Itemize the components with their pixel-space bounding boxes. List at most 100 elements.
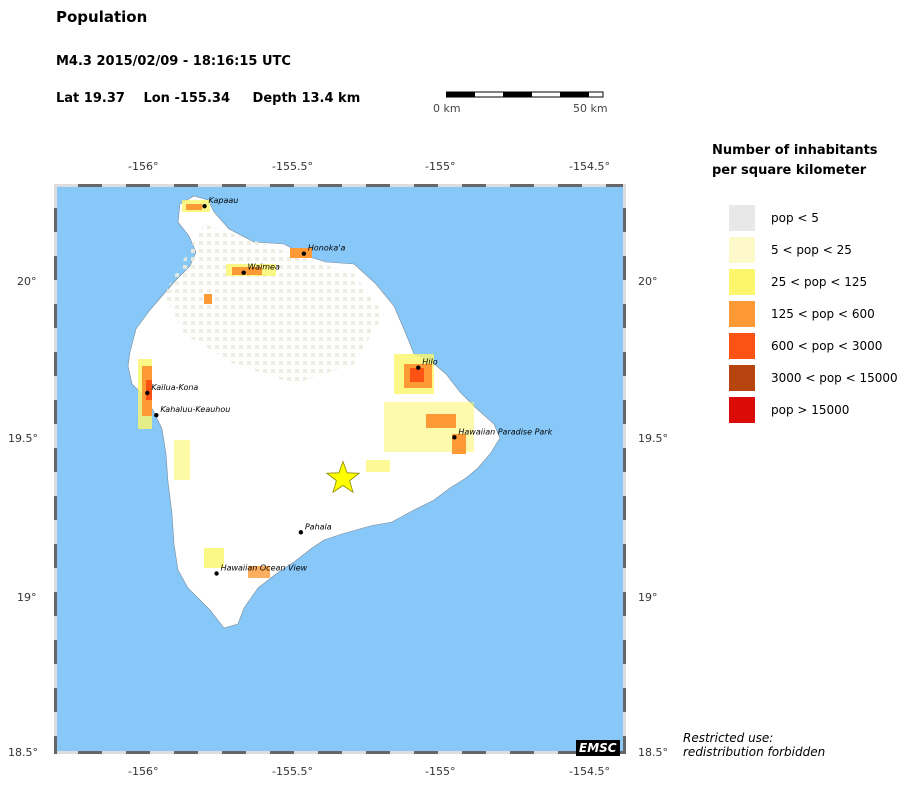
frame-dash [534, 751, 558, 754]
legend-swatch [729, 333, 755, 359]
legend-swatch [729, 397, 755, 423]
frame-dash [486, 184, 510, 187]
map-title: Population [56, 8, 148, 26]
legend-swatch [729, 237, 755, 263]
frame-dash [623, 376, 626, 400]
frame-dash [318, 751, 342, 754]
frame-dash [623, 712, 626, 736]
frame-dash [342, 184, 366, 187]
frame-dash [54, 184, 78, 187]
frame-dash [54, 472, 57, 496]
frame-dash [54, 208, 57, 232]
city-dot [154, 412, 159, 418]
city-label: Waimea [248, 263, 280, 272]
frame-dash [54, 520, 57, 544]
frame-dash [414, 751, 438, 754]
top-lon-tick: -155° [425, 160, 456, 173]
frame-dash [414, 184, 438, 187]
city-marker: Pahala [298, 522, 332, 535]
city-label: Kahaluu-Keauhou [160, 405, 230, 414]
frame-dash [54, 184, 57, 208]
frame-dash [510, 751, 534, 754]
frame-dash [54, 400, 57, 424]
bottom-lon-tick: -155° [425, 765, 456, 778]
frame-dash [270, 751, 294, 754]
frame-dash [623, 688, 626, 712]
populated-speckle [164, 224, 384, 384]
restricted-line1: Restricted use: [683, 731, 774, 745]
city-dot [298, 530, 304, 535]
frame-dash [623, 568, 626, 592]
legend-label: 25 < pop < 125 [771, 275, 868, 289]
city-label: Hawaiian Ocean View [221, 564, 308, 573]
restricted-line2: redistribution forbidden [683, 745, 826, 759]
frame-dash [54, 448, 57, 472]
frame-dash [486, 751, 510, 754]
city-marker: Hawaiian Paradise Park [452, 427, 553, 440]
frame-dash [54, 328, 57, 352]
frame-dash [623, 208, 626, 232]
left-lat-tick: 18.5° [8, 746, 38, 759]
top-lon-tick: -154.5° [569, 160, 610, 173]
city-dot [241, 270, 246, 275]
legend-item: 125 < pop < 600 [729, 301, 875, 327]
map-canvas: Kapaau Honoka'a Waimea Hilo Kailua-Kona Kahal… [54, 184, 626, 754]
frame-dash [54, 280, 57, 304]
frame-dash [623, 352, 626, 376]
frame-dash [54, 496, 57, 520]
frame-dash [222, 751, 246, 754]
legend-label: pop < 5 [771, 211, 819, 225]
frame-dash [366, 751, 390, 754]
right-lat-tick: 18.5° [638, 746, 668, 759]
frame-dash [246, 184, 270, 187]
frame-dash [54, 712, 57, 736]
frame-dash [54, 751, 78, 754]
frame-dash [623, 280, 626, 304]
legend-item: 5 < pop < 25 [729, 237, 852, 263]
city-dot [202, 203, 207, 209]
frame-dash [174, 184, 198, 187]
top-lon-tick: -156° [128, 160, 159, 173]
bottom-lon-tick: -155.5° [272, 765, 313, 778]
frame-dash [342, 751, 366, 754]
legend-swatch [729, 365, 755, 391]
frame-dash [198, 184, 222, 187]
frame-dash [438, 184, 462, 187]
city-marker: Hawaiian Ocean View [214, 564, 308, 576]
city-label: Hilo [422, 358, 437, 367]
legend-title-line1: Number of inhabitants [712, 143, 878, 158]
frame-dash [510, 184, 534, 187]
left-lat-tick: 20° [17, 275, 37, 288]
legend-title: Number of inhabitants per square kilomet… [712, 141, 892, 181]
frame-dash [623, 616, 626, 640]
city-label: Hawaiian Paradise Park [458, 427, 552, 436]
frame-dash [126, 751, 150, 754]
legend-item: 25 < pop < 125 [729, 269, 867, 295]
restricted-notice: Restricted use: redistribution forbidden [683, 731, 825, 759]
frame-dash [54, 736, 57, 754]
legend-swatch [729, 301, 755, 327]
city-marker: Hilo [416, 358, 438, 370]
frame-dash [623, 448, 626, 472]
frame-dash [222, 184, 246, 187]
frame-dash [246, 751, 270, 754]
frame-dash [623, 256, 626, 280]
frame-dash [54, 568, 57, 592]
population-hotspots [138, 200, 474, 578]
scale-end-label: 50 km [573, 102, 608, 115]
frame-dash [366, 184, 390, 187]
frame-dash [623, 544, 626, 568]
frame-dash [462, 751, 486, 754]
left-lat-tick: 19° [17, 591, 37, 604]
longitude-value: Lon -155.34 [143, 91, 231, 106]
frame-dash [623, 328, 626, 352]
frame-dash [54, 424, 57, 448]
frame-dash [102, 751, 126, 754]
city-label: Pahala [305, 522, 332, 531]
frame-dash [582, 184, 606, 187]
city-dot [416, 365, 421, 370]
frame-dash [390, 751, 414, 754]
frame-dash [78, 751, 102, 754]
frame-dash [54, 664, 57, 688]
frame-dash [54, 232, 57, 256]
